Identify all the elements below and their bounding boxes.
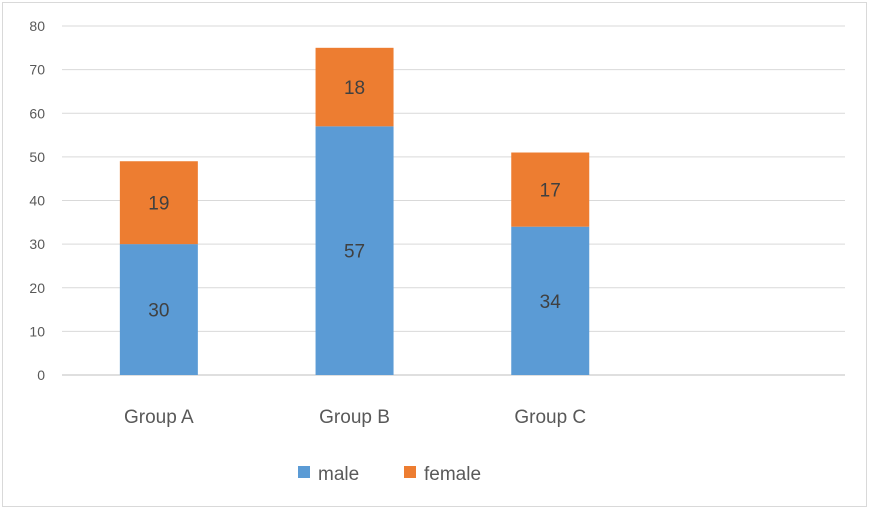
- data-label: 30: [148, 301, 169, 322]
- bar-male: [119, 244, 198, 375]
- y-tick-label: 10: [29, 323, 45, 339]
- x-tick-label: Group A: [124, 407, 194, 428]
- legend-label: female: [424, 464, 481, 485]
- legend-label: male: [318, 464, 359, 485]
- data-label: 34: [540, 292, 562, 313]
- bar-female: [315, 47, 394, 127]
- data-label: 19: [148, 194, 169, 215]
- y-tick-label: 80: [29, 18, 45, 34]
- y-tick-label: 60: [29, 105, 45, 121]
- bar-male: [511, 226, 590, 375]
- bar-female: [119, 161, 198, 245]
- x-tick-label: Group B: [319, 407, 390, 428]
- y-tick-label: 0: [37, 367, 45, 383]
- y-tick-label: 30: [29, 236, 45, 252]
- data-label: 18: [344, 78, 365, 99]
- data-label: 57: [344, 242, 365, 263]
- y-tick-label: 40: [29, 193, 45, 209]
- y-tick-label: 50: [29, 149, 45, 165]
- y-tick-label: 70: [29, 62, 45, 78]
- y-tick-label: 20: [29, 280, 45, 296]
- bar-female: [511, 152, 590, 227]
- legend-swatch-female: [404, 466, 416, 478]
- data-label: 17: [540, 181, 561, 202]
- legend-swatch-male: [298, 466, 310, 478]
- bar-male: [315, 126, 394, 376]
- x-tick-label: Group C: [514, 407, 586, 428]
